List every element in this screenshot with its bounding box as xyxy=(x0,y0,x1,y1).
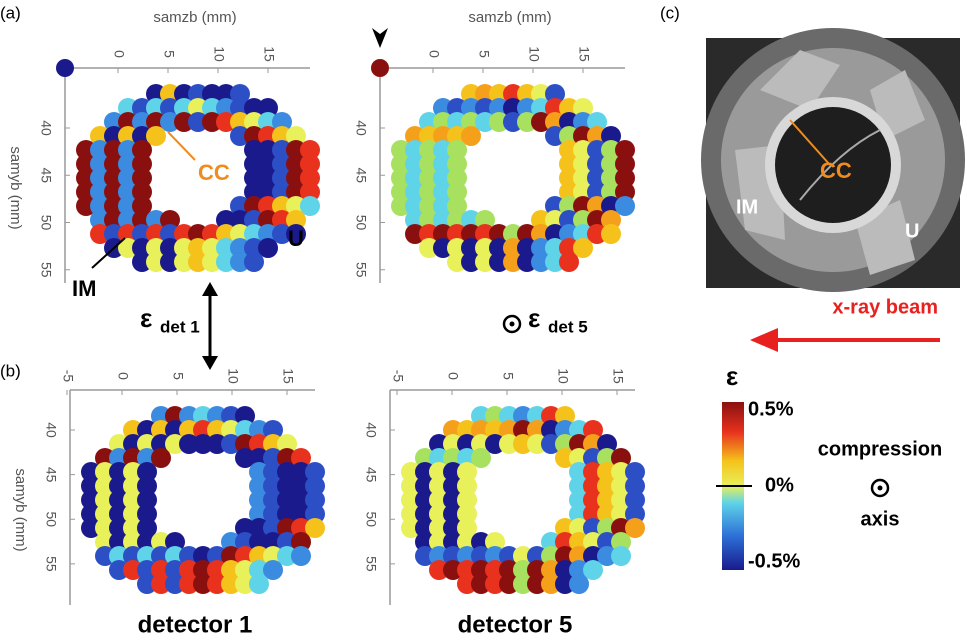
y-tick-label: 55 xyxy=(363,556,379,572)
x-tick-label: 15 xyxy=(610,368,626,384)
origin-marker xyxy=(371,59,389,77)
panel-label: (c) xyxy=(660,3,680,22)
strain-dot xyxy=(601,224,621,244)
panel-label: (a) xyxy=(0,3,21,22)
y-tick-label: 50 xyxy=(353,215,369,231)
beam-arrow-head xyxy=(750,328,778,352)
y-tick-label: 45 xyxy=(353,167,369,183)
x-tick-label: 5 xyxy=(170,372,186,380)
y-tick-label: 45 xyxy=(363,467,379,483)
x-tick-label: -5 xyxy=(60,370,76,383)
y-tick-label: 55 xyxy=(43,556,59,572)
colorbar-tick-label: -0.5% xyxy=(748,550,800,572)
colorbar-tick-label: 0.5% xyxy=(748,398,794,420)
caption: detector 1 xyxy=(138,611,253,638)
y-tick-label: 55 xyxy=(38,262,54,278)
y-tick-label: 50 xyxy=(363,511,379,527)
panel-label: (b) xyxy=(0,361,21,380)
beam-label: x-ray beam xyxy=(832,296,938,318)
x-tick-label: 5 xyxy=(161,50,177,58)
strain-dot xyxy=(291,546,311,566)
x-tick-label: 0 xyxy=(111,50,127,58)
figure: 05101540455055samzb (mm)samyb (mm)051015… xyxy=(0,0,967,642)
image-label: CC xyxy=(820,158,852,183)
x-tick-label: 15 xyxy=(280,368,296,384)
x-tick-label: 5 xyxy=(476,50,492,58)
strain-label: ε xyxy=(528,303,540,333)
x-tick-label: 10 xyxy=(225,368,241,384)
x-tick-label: 10 xyxy=(526,46,542,62)
image-label: IM xyxy=(736,196,758,218)
out-of-plane-symbol xyxy=(510,322,515,327)
strain-dot xyxy=(569,574,589,594)
x-tick-label: 10 xyxy=(555,368,571,384)
image-label: U xyxy=(905,220,919,242)
y-tick-label: 55 xyxy=(353,262,369,278)
x-tick-label: 5 xyxy=(500,372,516,380)
x-axis-label: samzb (mm) xyxy=(153,9,236,26)
strain-dot xyxy=(611,546,631,566)
y-axis-label: samyb (mm) xyxy=(12,468,29,551)
strain-dot xyxy=(244,252,264,272)
compression-label: compression xyxy=(818,438,942,460)
pointer xyxy=(168,132,195,160)
annotation: CC xyxy=(198,160,230,185)
compression-label: axis xyxy=(861,508,900,530)
x-tick-label: 0 xyxy=(115,372,131,380)
marker-arrow xyxy=(372,28,388,48)
x-tick-label: 0 xyxy=(426,50,442,58)
x-tick-label: 15 xyxy=(261,46,277,62)
colorbar-title: ε xyxy=(726,361,738,391)
y-tick-label: 45 xyxy=(43,467,59,483)
x-tick-label: -5 xyxy=(390,370,406,383)
x-axis-label: samzb (mm) xyxy=(468,9,551,26)
y-tick-label: 50 xyxy=(43,511,59,527)
y-axis-label: samyb (mm) xyxy=(7,146,24,229)
y-tick-label: 40 xyxy=(43,422,59,438)
colorbar-tick-label: 0% xyxy=(765,474,794,496)
x-tick-label: 10 xyxy=(211,46,227,62)
strain-label: ε xyxy=(140,303,152,333)
strain-subscript: det 1 xyxy=(160,317,200,336)
strain-dot xyxy=(249,574,269,594)
annotation: IM xyxy=(72,276,96,301)
out-of-plane-symbol xyxy=(878,486,883,491)
x-tick-label: 0 xyxy=(445,372,461,380)
origin-marker xyxy=(56,59,74,77)
y-tick-label: 40 xyxy=(38,120,54,136)
y-tick-label: 40 xyxy=(353,120,369,136)
strain-maps xyxy=(76,84,645,594)
y-tick-label: 40 xyxy=(363,422,379,438)
y-tick-label: 50 xyxy=(38,215,54,231)
y-tick-label: 45 xyxy=(38,167,54,183)
annotation: U xyxy=(288,226,304,251)
strain-subscript: det 5 xyxy=(548,317,588,336)
caption: detector 5 xyxy=(458,611,573,638)
strain-dot xyxy=(559,252,579,272)
x-tick-label: 15 xyxy=(576,46,592,62)
